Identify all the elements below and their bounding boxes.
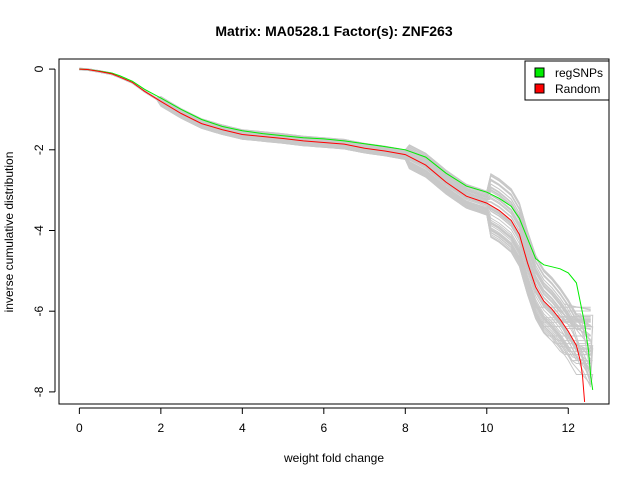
- y-tick-label: -2: [32, 144, 46, 155]
- random-curve: [79, 68, 592, 369]
- x-axis: 0 2 4 6 8 10 12: [76, 407, 576, 435]
- random-curve: [79, 68, 592, 379]
- random-curve: [79, 68, 594, 352]
- random-curve: [79, 68, 591, 326]
- random-curve: [79, 68, 592, 371]
- series-line-regsnps: [79, 68, 594, 390]
- plot-frame: [58, 58, 610, 405]
- random-curve: [79, 68, 591, 327]
- x-tick-label: 2: [158, 421, 165, 435]
- legend-swatch: [534, 67, 545, 78]
- random-curve: [79, 69, 593, 362]
- random-curve: [79, 68, 592, 365]
- x-tick-label: 4: [239, 421, 246, 435]
- legend-swatch: [534, 83, 545, 94]
- random-curve: [79, 68, 592, 341]
- series-lines: [79, 68, 594, 403]
- legend-label: regSNPs: [555, 66, 603, 80]
- y-tick-label: -8: [32, 386, 46, 397]
- x-tick-label: 0: [76, 421, 83, 435]
- random-curve: [79, 69, 591, 308]
- random-curve: [79, 68, 592, 336]
- random-curve: [79, 67, 592, 375]
- random-curve: [79, 68, 592, 356]
- legend: regSNPs Random: [524, 60, 610, 101]
- chart-title: Matrix: MA0528.1 Factor(s): ZNF263: [215, 23, 453, 39]
- random-curve: [79, 68, 591, 311]
- random-curve: [79, 68, 591, 327]
- x-tick-label: 6: [320, 421, 327, 435]
- random-curve: [79, 67, 592, 327]
- series-line-random: [79, 68, 586, 403]
- x-tick-label: 12: [562, 421, 576, 435]
- y-axis: 0 -2 -4 -6 -8: [32, 65, 56, 397]
- random-curve: [79, 68, 594, 362]
- x-tick-label: 8: [402, 421, 409, 435]
- random-curve: [79, 67, 591, 310]
- random-curve: [79, 68, 591, 330]
- legend-label: Random: [555, 82, 600, 96]
- x-axis-label: weight fold change: [283, 451, 384, 465]
- y-tick-label: 0: [32, 65, 46, 72]
- y-axis-label: inverse cumulative distribution: [2, 152, 16, 313]
- random-curve: [79, 68, 591, 312]
- random-curve: [79, 68, 592, 372]
- y-tick-label: -4: [32, 225, 46, 236]
- random-curve: [79, 69, 591, 345]
- random-curve: [79, 67, 592, 343]
- random-curve: [79, 69, 591, 342]
- random-curve: [79, 68, 591, 337]
- y-tick-label: -6: [32, 306, 46, 317]
- random-curve: [79, 69, 592, 372]
- x-tick-label: 10: [480, 421, 494, 435]
